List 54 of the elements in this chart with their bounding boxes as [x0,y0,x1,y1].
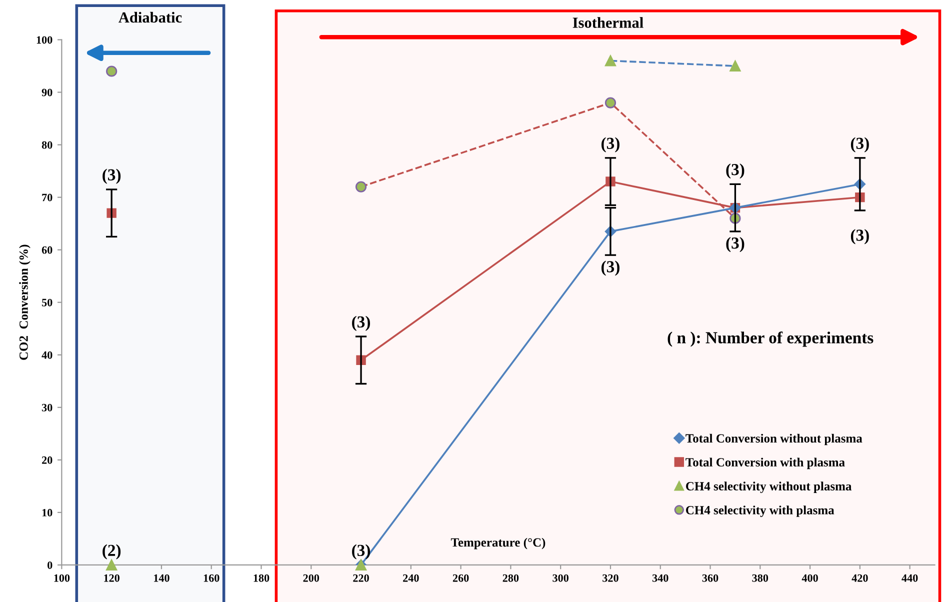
y-tick-label: 90 [42,88,52,96]
x-tick-label: 340 [652,574,668,582]
y-tick-label: 100 [36,36,52,44]
band-label: Adiabatic [118,12,182,23]
x-tick-label: 360 [702,574,718,582]
point [604,55,616,66]
point [106,66,118,77]
y-axis-title: CO2 Conversion (%) [19,244,30,360]
x-tick-label: 260 [452,574,469,582]
x-axis-title: Temperature (°C) [450,538,546,550]
x-tick-label: 220 [353,574,369,582]
y-tick-label: 20 [42,456,52,464]
annotation: ( n ): Number of experiments [668,331,874,347]
annotation: (3) [352,544,370,560]
annotation: (3) [102,168,121,184]
y-tick-label: 70 [42,194,52,202]
point [604,97,616,108]
x-tick-label: 200 [303,574,320,582]
annotation: (3) [850,229,869,244]
point [355,181,367,192]
point [106,559,118,571]
x-tick-label: 180 [254,574,270,582]
annotation: (3) [726,237,744,252]
y-tick-label: 30 [42,404,52,412]
x-tick-label: 300 [552,574,568,582]
y-tick-label: 80 [42,141,52,149]
legend-label: Total Conversion with plasma [686,458,845,470]
y-tick-label: 40 [42,351,52,359]
x-tick-label: 320 [602,574,618,582]
annotation: (3) [601,260,620,276]
x-tick-label: 160 [204,574,220,582]
x-tick-label: 240 [403,574,419,582]
x-tick-label: 100 [54,574,70,582]
x-tick-label: 420 [852,574,868,582]
x-tick-label: 400 [802,574,818,582]
y-tick-label: 0 [48,561,52,569]
x-tick-label: 440 [902,574,918,582]
annotation: (3) [352,316,370,331]
annotation: (3) [726,164,744,179]
y-tick-label: 10 [42,508,52,516]
band-label: Isothermal [572,17,644,28]
x-tick-label: 380 [752,574,768,582]
annotation: (3) [601,137,620,152]
legend-label: CH4 selectivity with plasma [686,506,834,517]
annotation: (2) [102,544,121,560]
legend-label: Total Conversion without plasma [686,434,862,446]
y-tick-label: 50 [42,298,52,306]
x-tick-label: 280 [502,574,519,582]
legend-label: CH4 selectivity without plasma [686,482,852,494]
point [730,60,741,72]
x-tick-label: 140 [154,574,170,582]
annotation: (3) [850,137,869,152]
x-tick-label: 120 [104,574,120,582]
y-tick-label: 60 [42,246,52,254]
